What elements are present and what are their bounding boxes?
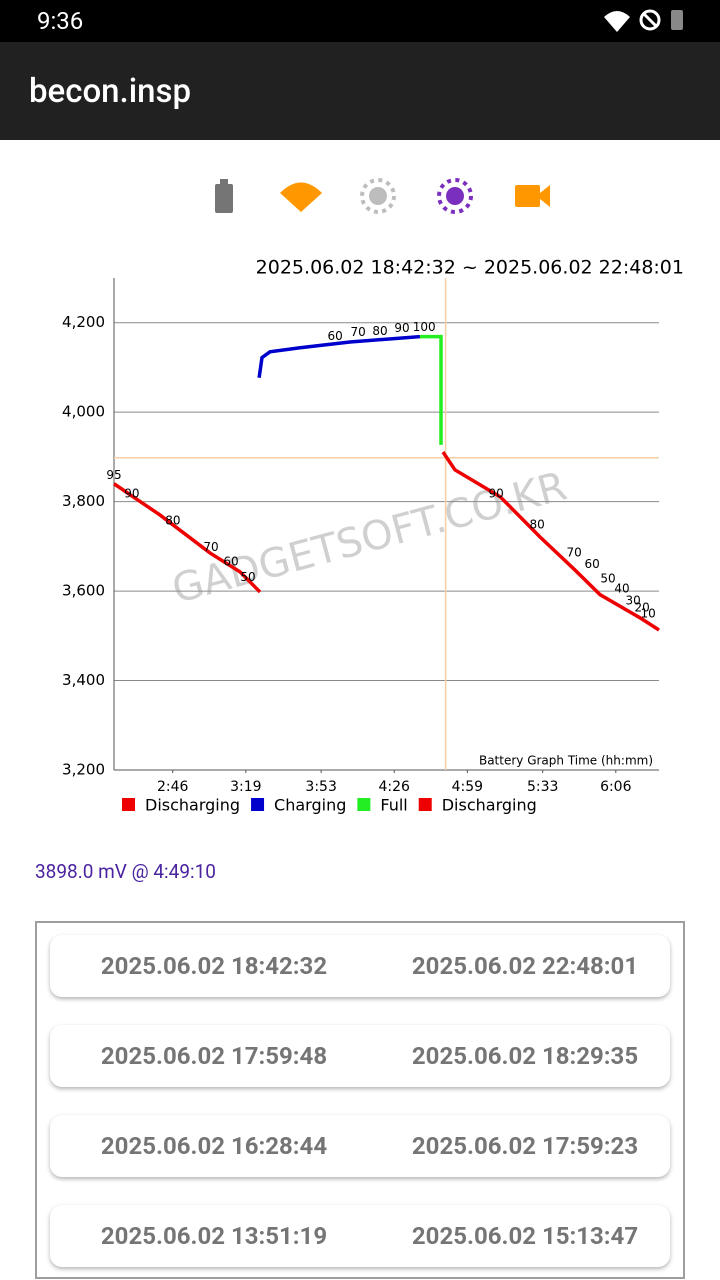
series-line bbox=[419, 334, 443, 445]
legend-label: Discharging bbox=[442, 796, 537, 815]
session-start: 2025.06.02 18:42:32 bbox=[100, 952, 328, 980]
session-card[interactable]: 2025.06.02 17:59:48 2025.06.02 18:29:35 bbox=[50, 1025, 670, 1087]
legend-label: Charging bbox=[274, 796, 346, 815]
toolbar-icons bbox=[215, 178, 550, 214]
point-label: 90 bbox=[489, 487, 504, 501]
session-card[interactable]: 2025.06.02 13:51:19 2025.06.02 15:13:47 bbox=[50, 1205, 670, 1267]
point-label: 80 bbox=[530, 517, 545, 531]
x-tick-label: 3:19 bbox=[230, 779, 261, 795]
session-end: 2025.06.02 22:48:01 bbox=[411, 952, 639, 980]
x-tick-label: 2:46 bbox=[157, 779, 189, 795]
legend-swatch bbox=[122, 798, 135, 811]
y-tick-label: 4,200 bbox=[62, 313, 105, 331]
point-label: 10 bbox=[641, 606, 656, 620]
status-bar: 9:36 bbox=[0, 0, 720, 42]
point-label: 90 bbox=[394, 321, 409, 335]
x-axis-label: Battery Graph Time (hh:mm) bbox=[479, 754, 653, 768]
point-label: 50 bbox=[240, 570, 255, 584]
point-label: 60 bbox=[327, 329, 342, 343]
point-label: 50 bbox=[600, 572, 615, 586]
point-label: 20 bbox=[635, 601, 650, 615]
readout: 3898.0 mV @ 4:49:10 bbox=[35, 860, 216, 883]
point-label: 90 bbox=[124, 487, 139, 501]
brightness-icon[interactable] bbox=[369, 187, 387, 205]
x-tick-label: 4:26 bbox=[379, 779, 411, 795]
session-start: 2025.06.02 16:28:44 bbox=[100, 1132, 328, 1160]
session-card[interactable]: 2025.06.02 16:28:44 2025.06.02 17:59:23 bbox=[50, 1115, 670, 1177]
point-label: 70 bbox=[567, 546, 582, 560]
y-tick-label: 3,400 bbox=[62, 671, 105, 689]
y-tick-label: 4,000 bbox=[62, 403, 105, 421]
session-end: 2025.06.02 18:29:35 bbox=[411, 1042, 639, 1070]
app-bar: becon.insp bbox=[0, 42, 720, 140]
x-tick-label: 5:33 bbox=[527, 779, 558, 795]
app-title: becon.insp bbox=[29, 72, 192, 111]
series-line bbox=[257, 334, 421, 378]
point-label: 70 bbox=[351, 325, 366, 339]
y-tick-label: 3,600 bbox=[62, 582, 105, 600]
point-label: 95 bbox=[106, 468, 121, 482]
session-card[interactable]: 2025.06.02 18:42:32 2025.06.02 22:48:01 bbox=[50, 935, 670, 997]
point-label: 60 bbox=[223, 555, 238, 569]
watermark: GADGETSOFT.CO.KR bbox=[167, 463, 571, 613]
legend-label: Full bbox=[380, 796, 407, 815]
point-label: 80 bbox=[165, 513, 180, 527]
legend-swatch bbox=[251, 798, 265, 811]
y-tick-label: 3,800 bbox=[62, 492, 105, 510]
chart: 2025.06.02 18:42:32 ~ 2025.06.02 22:48:0… bbox=[62, 178, 684, 815]
legend-swatch bbox=[357, 798, 371, 811]
session-start: 2025.06.02 17:59:48 bbox=[100, 1042, 328, 1070]
battery-icon[interactable] bbox=[215, 184, 233, 213]
session-end: 2025.06.02 17:59:23 bbox=[411, 1132, 639, 1160]
brightness-high-icon[interactable] bbox=[446, 187, 464, 205]
point-label: 80 bbox=[372, 324, 387, 338]
x-tick-label: 3:53 bbox=[305, 779, 336, 795]
session-start: 2025.06.02 13:51:19 bbox=[100, 1222, 328, 1250]
point-label: 60 bbox=[584, 557, 599, 571]
y-tick-label: 3,200 bbox=[62, 761, 105, 779]
camera-icon[interactable] bbox=[515, 185, 540, 207]
series-line bbox=[441, 451, 660, 632]
point-label: 100 bbox=[413, 320, 436, 334]
x-tick-label: 6:06 bbox=[600, 779, 632, 795]
legend-label: Discharging bbox=[145, 796, 240, 815]
legend-swatch bbox=[418, 798, 432, 811]
clock: 9:36 bbox=[37, 7, 84, 35]
series-line bbox=[113, 482, 262, 594]
session-list: 2025.06.02 18:42:32 2025.06.02 22:48:01 20… bbox=[35, 921, 685, 1279]
session-end: 2025.06.02 15:13:47 bbox=[411, 1222, 639, 1250]
point-label: 40 bbox=[614, 581, 629, 595]
point-label: 30 bbox=[625, 593, 640, 607]
chart-title: 2025.06.02 18:42:32 ~ 2025.06.02 22:48:0… bbox=[256, 257, 684, 279]
point-label: 70 bbox=[203, 540, 218, 554]
x-tick-label: 4:59 bbox=[452, 779, 483, 795]
wifi-icon[interactable] bbox=[280, 182, 322, 213]
status-icons bbox=[604, 9, 683, 32]
